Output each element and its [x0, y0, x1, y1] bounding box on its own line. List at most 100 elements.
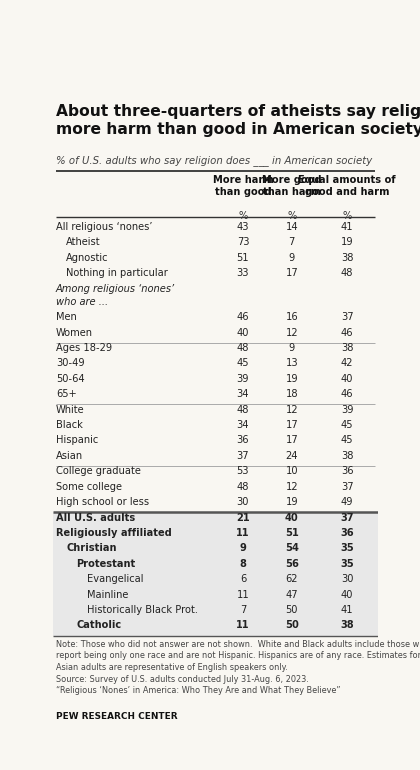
Text: 40: 40 — [341, 373, 353, 383]
Text: 11: 11 — [236, 590, 249, 600]
Bar — [52, 558, 378, 574]
Text: Women: Women — [56, 327, 93, 337]
Text: Among religious ‘nones’
who are ...: Among religious ‘nones’ who are ... — [56, 284, 175, 307]
Text: 37: 37 — [341, 312, 353, 322]
Text: PEW RESEARCH CENTER: PEW RESEARCH CENTER — [56, 712, 177, 721]
Text: 40: 40 — [341, 590, 353, 600]
Text: 40: 40 — [236, 327, 249, 337]
Text: 13: 13 — [286, 358, 298, 368]
Bar — [52, 512, 378, 527]
Text: Nothing in particular: Nothing in particular — [66, 268, 168, 278]
Bar — [52, 620, 378, 635]
Text: 37: 37 — [341, 482, 353, 492]
Text: 56: 56 — [285, 559, 299, 569]
Text: Ages 18-29: Ages 18-29 — [56, 343, 112, 353]
Text: 46: 46 — [236, 312, 249, 322]
Text: 48: 48 — [341, 268, 353, 278]
Text: 11: 11 — [236, 528, 249, 538]
Text: 30: 30 — [341, 574, 353, 584]
Text: 19: 19 — [286, 497, 298, 507]
Text: White: White — [56, 405, 84, 415]
Text: 12: 12 — [286, 327, 298, 337]
Text: 46: 46 — [341, 390, 353, 400]
Text: 50: 50 — [286, 605, 298, 615]
Text: 35: 35 — [340, 559, 354, 569]
Text: 12: 12 — [286, 482, 298, 492]
Text: 46: 46 — [341, 327, 353, 337]
Text: 17: 17 — [286, 436, 298, 446]
Text: 39: 39 — [341, 405, 353, 415]
Text: 12: 12 — [286, 405, 298, 415]
Text: 30: 30 — [236, 497, 249, 507]
Text: Atheist: Atheist — [66, 237, 101, 247]
Text: 38: 38 — [341, 253, 353, 263]
Text: Note: Those who did not answer are not shown.  White and Black adults include th: Note: Those who did not answer are not s… — [56, 640, 420, 695]
Text: More good
than harm: More good than harm — [262, 176, 321, 197]
Text: 7: 7 — [240, 605, 246, 615]
Text: College graduate: College graduate — [56, 467, 141, 477]
Bar — [52, 543, 378, 558]
Text: 48: 48 — [236, 405, 249, 415]
Text: 24: 24 — [286, 451, 298, 461]
Text: 35: 35 — [340, 544, 354, 554]
Text: 39: 39 — [236, 373, 249, 383]
Text: 50: 50 — [285, 621, 299, 631]
Text: 45: 45 — [236, 358, 249, 368]
Text: 36: 36 — [236, 436, 249, 446]
Text: More harm
than good: More harm than good — [213, 176, 273, 197]
Text: 17: 17 — [286, 420, 298, 430]
Text: Evangelical: Evangelical — [87, 574, 144, 584]
Text: 36: 36 — [341, 467, 353, 477]
Text: 6: 6 — [240, 574, 246, 584]
Text: 41: 41 — [341, 222, 353, 232]
Text: About three-quarters of atheists say religion does
more harm than good in Americ: About three-quarters of atheists say rel… — [56, 104, 420, 137]
Text: Equal amounts of
good and harm: Equal amounts of good and harm — [298, 176, 396, 197]
Text: 43: 43 — [236, 222, 249, 232]
Text: 18: 18 — [286, 390, 298, 400]
Text: 16: 16 — [286, 312, 298, 322]
Bar — [52, 589, 378, 604]
Text: Black: Black — [56, 420, 83, 430]
Text: 19: 19 — [341, 237, 353, 247]
Text: 9: 9 — [289, 253, 295, 263]
Text: 9: 9 — [239, 544, 247, 554]
Text: High school or less: High school or less — [56, 497, 149, 507]
Text: 7: 7 — [289, 237, 295, 247]
Text: 49: 49 — [341, 497, 353, 507]
Text: 51: 51 — [285, 528, 299, 538]
Text: 11: 11 — [236, 621, 249, 631]
Text: % of U.S. adults who say religion does ___ in American society: % of U.S. adults who say religion does _… — [56, 155, 372, 166]
Text: 45: 45 — [341, 420, 353, 430]
Text: 34: 34 — [236, 390, 249, 400]
Text: 38: 38 — [341, 343, 353, 353]
Text: 37: 37 — [236, 451, 249, 461]
Text: 41: 41 — [341, 605, 353, 615]
Text: Catholic: Catholic — [76, 621, 122, 631]
Text: %: % — [287, 211, 297, 221]
Text: 36: 36 — [340, 528, 354, 538]
Text: 42: 42 — [341, 358, 353, 368]
Text: Some college: Some college — [56, 482, 122, 492]
Text: Religiously affiliated: Religiously affiliated — [56, 528, 171, 538]
Text: %: % — [238, 211, 247, 221]
Text: 45: 45 — [341, 436, 353, 446]
Text: 53: 53 — [236, 467, 249, 477]
Text: All religious ‘nones’: All religious ‘nones’ — [56, 222, 152, 232]
Text: Protestant: Protestant — [76, 559, 136, 569]
Text: 33: 33 — [236, 268, 249, 278]
Text: Agnostic: Agnostic — [66, 253, 109, 263]
Text: 47: 47 — [286, 590, 298, 600]
Text: 48: 48 — [236, 482, 249, 492]
Text: 30-49: 30-49 — [56, 358, 84, 368]
Text: Asian: Asian — [56, 451, 83, 461]
Bar — [52, 604, 378, 620]
Text: 51: 51 — [236, 253, 249, 263]
Text: All U.S. adults: All U.S. adults — [56, 513, 135, 523]
Text: Mainline: Mainline — [87, 590, 129, 600]
Text: 37: 37 — [340, 513, 354, 523]
Text: 14: 14 — [286, 222, 298, 232]
Bar — [52, 527, 378, 543]
Text: 54: 54 — [285, 544, 299, 554]
Text: Men: Men — [56, 312, 76, 322]
Text: 9: 9 — [289, 343, 295, 353]
